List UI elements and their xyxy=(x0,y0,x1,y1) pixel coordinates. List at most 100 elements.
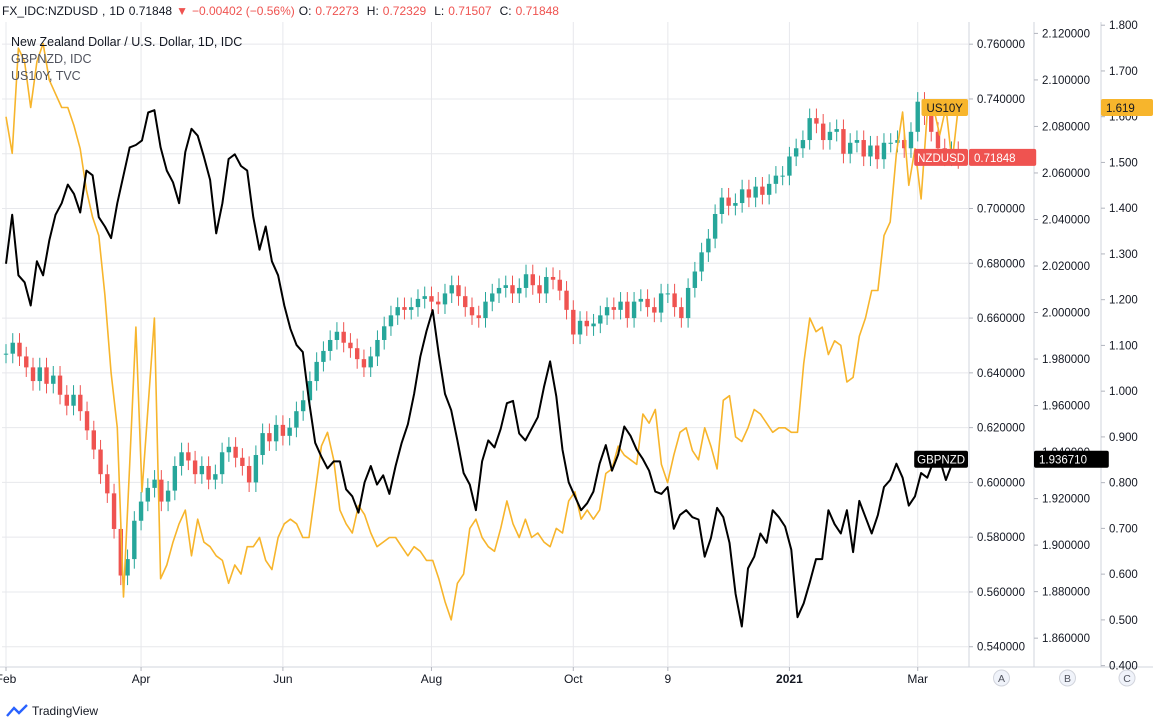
symbol-name[interactable]: FX_IDC:NZDUSD xyxy=(2,4,99,18)
candle-body xyxy=(348,342,353,349)
candle-body xyxy=(57,375,63,395)
candle xyxy=(138,491,144,531)
candle-body xyxy=(199,465,205,475)
candle xyxy=(476,305,481,328)
candle-body xyxy=(577,320,583,335)
candle xyxy=(598,305,603,334)
candle-body xyxy=(800,140,806,149)
low-label: L: xyxy=(434,4,445,18)
candle-body xyxy=(449,285,454,294)
candle xyxy=(719,187,725,224)
candle-body xyxy=(490,293,495,302)
down-arrow-icon: ▼ xyxy=(176,4,188,18)
axis-tick-label: 2.100000 xyxy=(1042,75,1090,87)
interval-label[interactable]: 1D xyxy=(109,4,125,18)
candle-body xyxy=(17,342,22,357)
candle xyxy=(10,333,15,364)
candle-body xyxy=(111,493,117,529)
candle xyxy=(395,297,400,325)
candle xyxy=(469,297,475,325)
candle-body xyxy=(517,287,522,294)
candle-body xyxy=(787,156,792,176)
candle xyxy=(341,322,346,353)
candle-body xyxy=(834,129,839,132)
candle-body xyxy=(841,129,846,154)
candle xyxy=(888,133,893,153)
tradingview-logo[interactable]: TradingView xyxy=(6,704,98,718)
axis-tick-label: 0.600 xyxy=(1109,569,1138,581)
candle xyxy=(834,119,839,142)
series-line-us10y xyxy=(5,42,959,621)
price-axis-b[interactable]: 2.120000 2.100000 2.080000 2.060000 2.040000… xyxy=(1034,28,1090,687)
legend-gbpnzd[interactable]: GBPNZD, IDC xyxy=(11,52,92,66)
candle-body xyxy=(530,274,535,286)
candle xyxy=(875,135,880,169)
candle-body xyxy=(469,307,475,316)
price-label-value: 1.619 xyxy=(1106,103,1135,115)
price-label-name-bg xyxy=(914,148,968,166)
scale-b-label: B xyxy=(1064,673,1071,685)
scale-a-button[interactable] xyxy=(993,669,1010,687)
series-line-gbpnzd xyxy=(5,109,959,628)
candle-body xyxy=(341,331,346,343)
candle-body xyxy=(267,433,272,442)
axis-tick-label: 0.700 xyxy=(1109,523,1138,535)
candle xyxy=(456,275,461,306)
candle xyxy=(699,242,704,282)
candle-body xyxy=(206,465,211,480)
candle-body xyxy=(820,123,826,141)
candle xyxy=(314,352,319,391)
candle-body xyxy=(591,323,596,327)
axis-tick-label: 1.960000 xyxy=(1042,401,1090,413)
candle-body xyxy=(510,285,515,294)
candle xyxy=(91,420,96,460)
candle-body xyxy=(665,293,671,295)
candle-body xyxy=(888,142,893,144)
candle xyxy=(165,481,171,512)
candle xyxy=(64,385,69,416)
candle xyxy=(125,549,130,586)
candle-body xyxy=(463,296,468,308)
axis-tick-label: 1.880000 xyxy=(1042,587,1090,599)
series-legend: New Zealand Dollar / U.S. Dollar, 1D, ID… xyxy=(11,34,242,85)
candle-body xyxy=(321,350,326,362)
candle-body xyxy=(409,307,414,310)
time-tick-label: 2021 xyxy=(776,672,803,686)
close-label: C: xyxy=(499,4,512,18)
candle-body xyxy=(375,339,380,357)
candle-body xyxy=(105,474,110,494)
candle xyxy=(3,344,9,364)
scale-c-button[interactable] xyxy=(1118,669,1136,687)
candle xyxy=(186,442,191,471)
axis-tick-label: 0.620000 xyxy=(977,423,1025,435)
candle-body xyxy=(145,487,151,502)
time-tick-label: Jun xyxy=(273,672,292,686)
axis-tick-label: 1.000 xyxy=(1109,386,1138,398)
time-tick-label: Feb xyxy=(0,672,17,686)
axis-tick-label: 2.060000 xyxy=(1042,168,1090,180)
candle-body xyxy=(631,301,637,319)
time-axis[interactable]: Feb Apr Jun Aug Oct 9 2021 Mar xyxy=(0,667,928,686)
candle xyxy=(604,297,610,325)
candle xyxy=(348,333,353,358)
candle-body xyxy=(388,315,394,327)
candle-body xyxy=(564,290,569,310)
candle xyxy=(463,286,468,317)
price-label-value: 0.71848 xyxy=(974,153,1016,165)
last-price: 0.71848 xyxy=(128,4,173,18)
scale-b-button[interactable] xyxy=(1059,669,1076,687)
candle-body xyxy=(618,301,623,310)
candle xyxy=(483,292,488,328)
candle-body xyxy=(935,131,941,149)
candle xyxy=(658,283,664,323)
price-chart[interactable]: 0.7600000.7400000.7200000.7000000.680000… xyxy=(0,0,1153,700)
candle-body xyxy=(172,465,178,491)
legend-nzdusd[interactable]: New Zealand Dollar / U.S. Dollar, 1D, ID… xyxy=(11,35,243,49)
legend-us10y[interactable]: US10Y, TVC xyxy=(11,69,81,83)
candle xyxy=(152,470,157,498)
candle xyxy=(334,322,340,350)
price-label-name-bg xyxy=(914,450,968,468)
candle-body xyxy=(537,285,542,294)
candle-body xyxy=(685,287,691,319)
candle-body xyxy=(233,446,238,458)
